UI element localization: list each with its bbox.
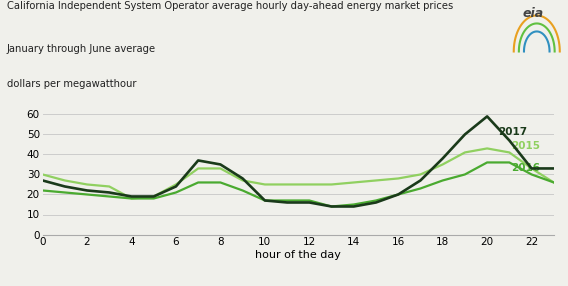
Text: dollars per megawatthour: dollars per megawatthour xyxy=(7,79,136,89)
X-axis label: hour of the day: hour of the day xyxy=(255,250,341,260)
Text: 2016: 2016 xyxy=(512,164,541,173)
Text: eia: eia xyxy=(523,7,544,20)
Text: January through June average: January through June average xyxy=(7,44,156,54)
Text: California Independent System Operator average hourly day-ahead energy market pr: California Independent System Operator a… xyxy=(7,1,453,11)
Text: 2017: 2017 xyxy=(498,128,527,137)
Text: 2015: 2015 xyxy=(512,142,541,151)
